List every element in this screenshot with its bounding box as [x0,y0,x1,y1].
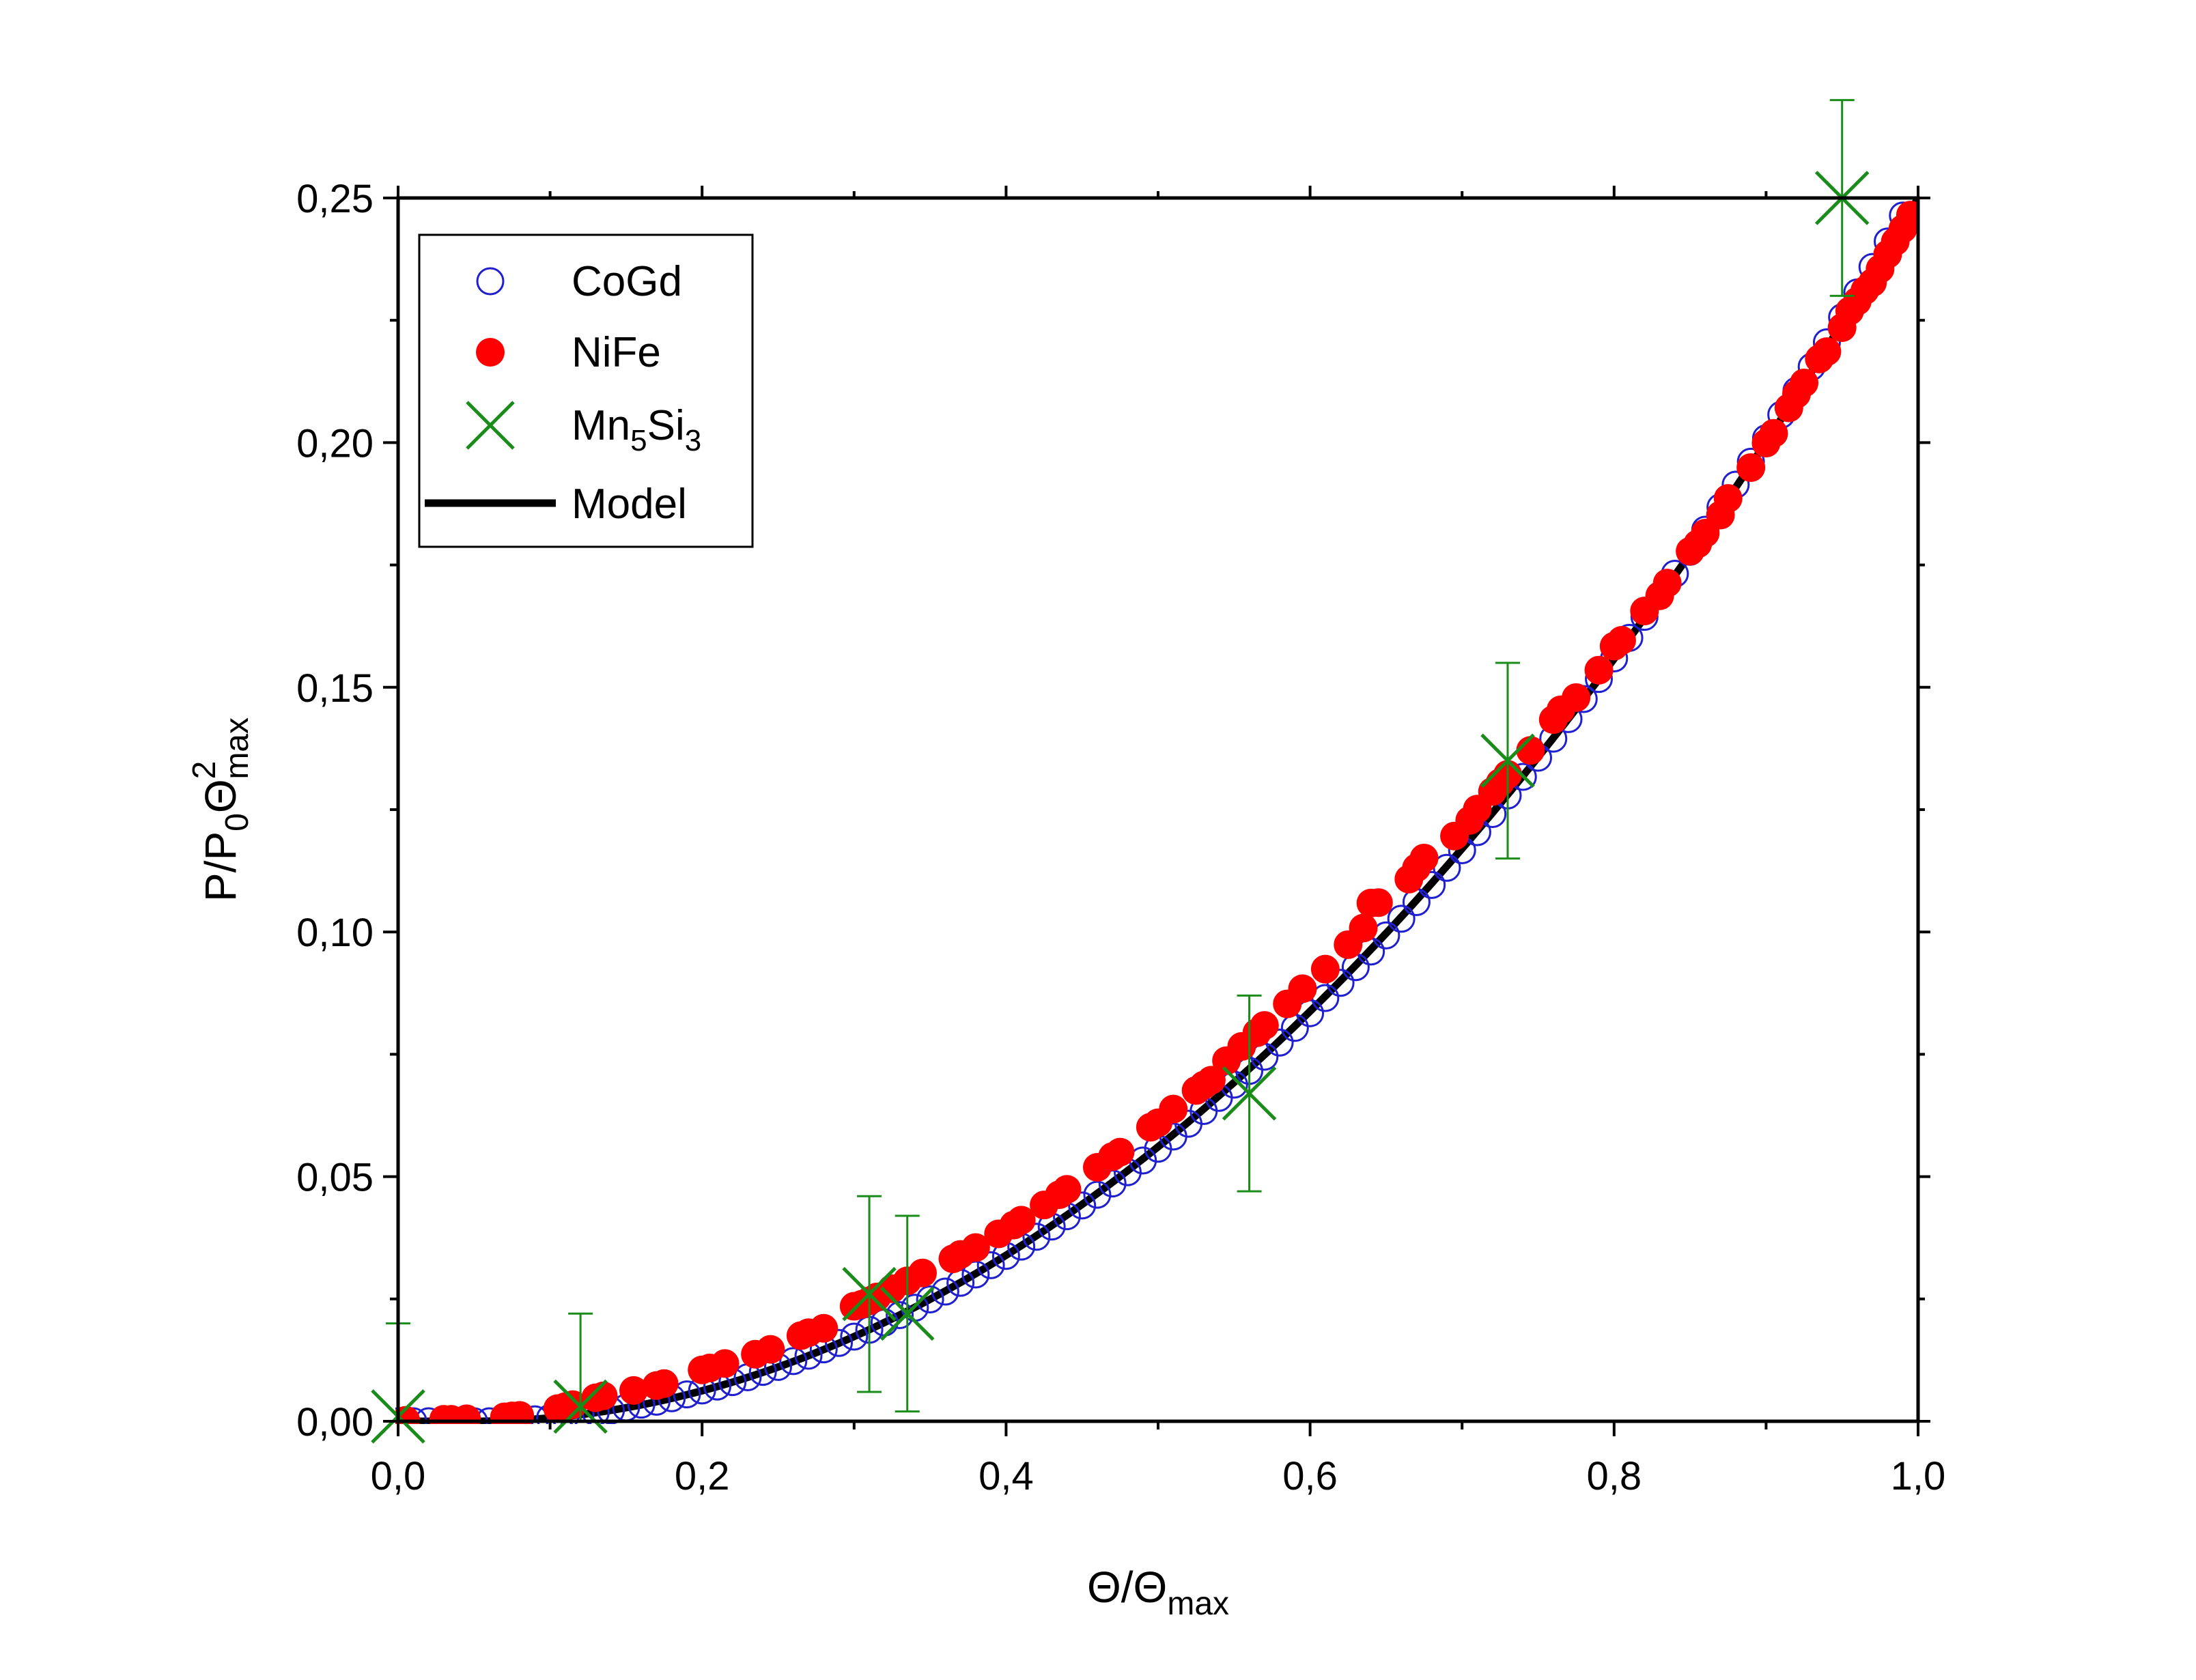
cogd-point [779,1347,808,1376]
cogd-point [916,1285,944,1314]
legend-cogd-label: CoGd [572,258,682,305]
legend-mn5si3-label-mid: Si [647,402,685,449]
nife-point [756,1335,785,1364]
nife-point [1364,888,1393,917]
nife-point [1250,1011,1279,1040]
nife-point [619,1376,649,1405]
nife-point [809,1313,839,1343]
nife-point [1349,913,1378,943]
nife-point [452,1404,481,1424]
nife-point [1759,418,1788,448]
x-tick-label: 0,2 [675,1454,730,1498]
nife-point [1736,453,1766,482]
legend: CoGd NiFe Mn5Si3 Model [418,233,754,548]
legend-cogd-marker [476,267,505,296]
cogd-point [976,1251,1005,1279]
nife-point [1310,954,1340,984]
y-tick-label: 0,20 [296,421,374,466]
legend-nife-label: NiFe [572,329,661,376]
cogd-point [931,1277,959,1306]
nife-point [907,1258,937,1287]
y-tick-label: 0,25 [296,177,374,221]
nife-point [1812,337,1842,367]
y-axis-title-sup: 2 [186,761,223,780]
legend-mn5si3-marker [466,401,515,450]
cogd-point [1068,1191,1097,1220]
cogd-point [673,1380,701,1409]
x-axis: 0,0 0,2 0,4 0,6 0,8 1,0 [371,186,1946,1498]
mn5si3-point [842,1266,897,1322]
nife-point [1052,1175,1082,1204]
y-axis-title-sub1: 0 [219,813,255,831]
nife-point [1562,683,1591,712]
nife-point [710,1349,740,1378]
nife-point [1713,484,1743,513]
y-axis-title-group: P/P0Θ2max [186,717,255,902]
nife-point [1106,1137,1135,1167]
cogd-point [825,1328,854,1357]
nife-point [1196,1066,1226,1095]
nife-point [1516,736,1545,765]
y-tick-label: 0,15 [296,666,374,711]
nife-point [1607,625,1636,655]
legend-mn5si3-label: Mn5Si3 [572,402,701,457]
x-tick-label: 0,6 [1282,1454,1338,1498]
y-axis-title: P/P0Θ2max [186,717,255,902]
nife-point [961,1233,990,1262]
nife-point [1409,843,1439,872]
x-axis-title-base: Θ/Θ [1087,1563,1167,1612]
y-tick-label: 0,00 [296,1400,374,1444]
legend-box [418,233,754,548]
nife-point [1288,974,1317,1003]
nife-point [1584,655,1614,685]
mn5si3-point [1222,1066,1277,1121]
legend-model-label: Model [572,481,687,528]
nife-point [505,1401,535,1424]
x-tick-label: 0,8 [1586,1454,1642,1498]
y-axis-title-mid: Θ [196,779,245,813]
cogd-point [1083,1180,1112,1209]
y-axis-title-base: P/P [196,831,245,902]
cogd-point [1022,1223,1051,1251]
nife-layer [395,201,1918,1424]
nife-point [1896,201,1918,230]
legend-mn5si3-label-base: Mn [572,402,630,449]
nife-point [649,1369,679,1398]
nife-point [1006,1206,1036,1235]
x-tick-label: 0,4 [979,1454,1034,1498]
x-axis-title: Θ/Θmax [1087,1563,1229,1622]
nife-point [1159,1094,1188,1124]
mn5si3-point [553,1379,608,1434]
y-axis: 0,00 0,05 0,10 0,15 0,20 0,25 [296,177,1930,1444]
y-axis-title-sub2: max [219,717,255,780]
nife-point [1652,569,1682,598]
nife-point [1790,368,1819,397]
cogd-point [1387,905,1416,933]
y-tick-label: 0,10 [296,911,374,955]
x-axis-title-sub: max [1167,1586,1229,1622]
mn5si3-point [1480,733,1535,788]
mn5si3-layer [371,99,1870,1444]
cogd-point [886,1300,914,1329]
legend-mn5si3-label-sub1: 5 [630,424,647,457]
legend-nife-marker [476,338,505,367]
cogd-point [840,1322,869,1351]
legend-mn5si3-label-sub2: 3 [685,424,701,457]
x-tick-label: 1,0 [1891,1454,1946,1498]
mn5si3-point [879,1286,935,1341]
x-tick-label: 0,0 [371,1454,426,1498]
y-tick-label: 0,05 [296,1156,374,1200]
